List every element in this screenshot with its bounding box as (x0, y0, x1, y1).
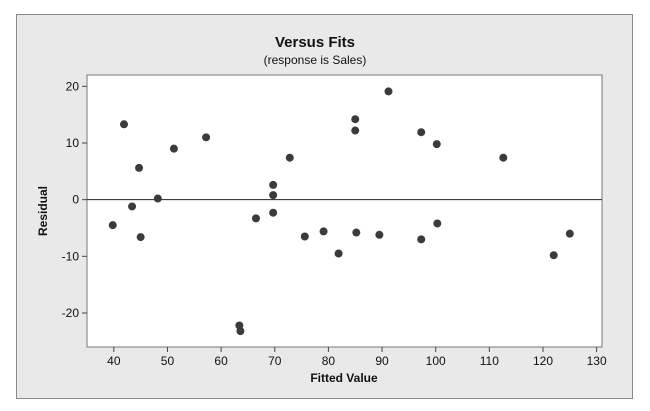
data-point (417, 235, 426, 244)
data-point (319, 227, 328, 236)
data-point (375, 230, 384, 239)
chart-subtitle: (response is Sales) (264, 53, 367, 67)
data-point (433, 219, 442, 228)
x-tick-label: 100 (426, 354, 446, 368)
data-point (384, 87, 393, 96)
x-tick-label: 70 (268, 354, 282, 368)
data-point (269, 208, 278, 217)
x-tick-label: 120 (533, 354, 553, 368)
data-point (351, 115, 360, 124)
data-point (432, 140, 441, 149)
y-tick-label: 0 (72, 193, 79, 207)
x-tick-label: 60 (214, 354, 228, 368)
y-tick-label: 20 (66, 79, 80, 93)
data-point (169, 144, 178, 153)
data-point (108, 221, 117, 230)
data-point (269, 180, 278, 189)
x-tick-label: 110 (480, 354, 499, 368)
data-point (285, 153, 294, 162)
data-point (565, 229, 574, 238)
data-point (351, 126, 360, 135)
data-point (136, 233, 145, 242)
data-point (334, 249, 343, 258)
data-point (352, 228, 361, 237)
y-axis-label: Residual (36, 186, 50, 236)
data-point (120, 120, 129, 129)
data-point (236, 327, 245, 336)
y-tick-label: -10 (62, 249, 80, 263)
y-tick-label: -20 (62, 306, 80, 320)
x-tick-label: 40 (107, 354, 121, 368)
data-point (417, 128, 426, 137)
x-axis: 40 50 60 70 80 90 100 110 120 130 (107, 347, 607, 368)
x-tick-label: 50 (161, 354, 175, 368)
data-point (251, 214, 260, 223)
data-point (549, 251, 558, 260)
chart-title: Versus Fits (275, 34, 355, 51)
y-tick-label: 10 (66, 136, 80, 150)
x-tick-label: 130 (587, 354, 607, 368)
x-tick-label: 90 (375, 354, 389, 368)
scatter-chart: Versus Fits (response is Sales) -20 -10 0 1… (36, 34, 607, 385)
data-point (135, 163, 144, 172)
plot-area (86, 74, 603, 348)
x-axis-label: Fitted Value (310, 371, 378, 385)
x-tick-label: 80 (322, 354, 336, 368)
figure-frame: Versus Fits (response is Sales) -20 -10 0 1… (16, 14, 633, 399)
data-point (499, 153, 508, 162)
data-point (128, 202, 137, 211)
data-point (153, 194, 162, 203)
data-point (202, 133, 211, 142)
data-point (300, 232, 309, 241)
y-axis: -20 -10 0 10 20 (62, 79, 87, 320)
data-points (108, 87, 574, 336)
data-point (269, 191, 278, 200)
